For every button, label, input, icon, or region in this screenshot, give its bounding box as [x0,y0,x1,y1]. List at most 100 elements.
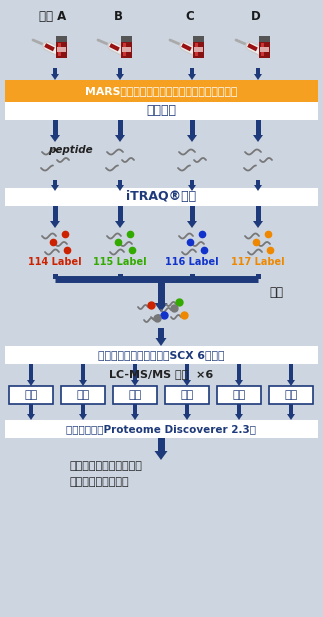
Bar [258,42,269,58]
Bar [185,364,189,380]
Polygon shape [51,185,59,191]
Bar [5,346,318,364]
Bar [193,47,203,52]
Bar [217,386,261,404]
Bar [57,43,60,56]
Bar [9,386,53,404]
Bar [56,36,67,42]
Bar [118,180,122,185]
Bar [190,206,194,221]
Polygon shape [183,414,191,420]
Text: 酵素消化: 酵素消化 [147,104,176,117]
Text: 分析: 分析 [128,390,141,400]
Text: peptide: peptide [48,145,92,155]
Bar [81,364,85,380]
Bar [158,328,164,338]
Bar [258,36,269,42]
Text: C: C [186,9,194,22]
Text: 分析: 分析 [232,390,245,400]
Bar [165,386,209,404]
Text: 分析: 分析 [24,390,37,400]
Bar [237,404,241,414]
Bar [81,404,85,414]
Bar [113,386,157,404]
Bar [237,364,241,380]
Text: 分析: 分析 [76,390,89,400]
Polygon shape [154,451,168,460]
Polygon shape [235,380,243,386]
Polygon shape [51,74,59,80]
Bar [53,206,57,221]
Bar [118,274,122,279]
Bar [56,42,67,58]
Polygon shape [115,221,125,228]
Text: 混合: 混合 [269,286,283,299]
Bar [190,180,194,185]
Polygon shape [253,221,263,228]
Text: ・比較定量値リスト: ・比較定量値リスト [70,477,130,487]
Bar [255,274,261,279]
Bar [190,274,194,279]
Bar [133,364,137,380]
Polygon shape [115,135,125,142]
Bar [256,68,260,74]
Bar [61,386,105,404]
Polygon shape [116,185,124,191]
Bar [185,404,189,414]
Text: データ解析（Proteome Discoverer 2.3）: データ解析（Proteome Discoverer 2.3） [67,424,256,434]
Text: 血漿 A: 血漿 A [39,9,67,22]
Polygon shape [154,303,168,312]
Polygon shape [116,74,124,80]
Text: 分析: 分析 [180,390,193,400]
Polygon shape [287,380,295,386]
Text: 115 Label: 115 Label [93,257,147,267]
Bar [5,420,318,438]
Polygon shape [187,135,197,142]
Text: 116 Label: 116 Label [165,257,219,267]
Bar [118,68,122,74]
Bar [29,404,33,414]
Polygon shape [131,414,139,420]
Bar [190,120,194,135]
Bar [53,120,57,135]
Bar [5,80,318,102]
Polygon shape [188,74,196,80]
Text: ペプチドの精製・分画（SCX 6分画）: ペプチドの精製・分画（SCX 6分画） [98,350,225,360]
Bar [121,47,130,52]
Bar [57,47,66,52]
Text: D: D [251,9,261,22]
Bar [190,68,194,74]
Bar [261,43,264,56]
Polygon shape [79,414,87,420]
Bar [5,188,318,206]
Bar [193,36,203,42]
Polygon shape [235,414,243,420]
Bar [259,47,268,52]
Bar [255,206,261,221]
Polygon shape [183,380,191,386]
Bar [289,364,293,380]
Text: ・同定タンパク質リスト: ・同定タンパク質リスト [70,461,143,471]
Bar [158,438,164,451]
Polygon shape [50,135,60,142]
Polygon shape [254,185,262,191]
Bar [269,386,313,404]
Polygon shape [50,221,60,228]
Bar [53,68,57,74]
Polygon shape [27,380,35,386]
Bar [53,274,57,279]
Text: MARSカラム処理（高濃度タンパク質の除去）: MARSカラム処理（高濃度タンパク質の除去） [85,86,238,96]
Bar [194,43,197,56]
Bar [255,120,261,135]
Polygon shape [188,185,196,191]
Bar [193,42,203,58]
Text: LC-MS/MS 分析  ×6: LC-MS/MS 分析 ×6 [109,369,214,379]
Bar [53,180,57,185]
Bar [118,120,122,135]
Text: 114 Label: 114 Label [28,257,82,267]
Text: 分析: 分析 [284,390,297,400]
Bar [158,279,164,303]
Polygon shape [155,338,166,346]
Bar [5,102,318,120]
Bar [133,404,137,414]
